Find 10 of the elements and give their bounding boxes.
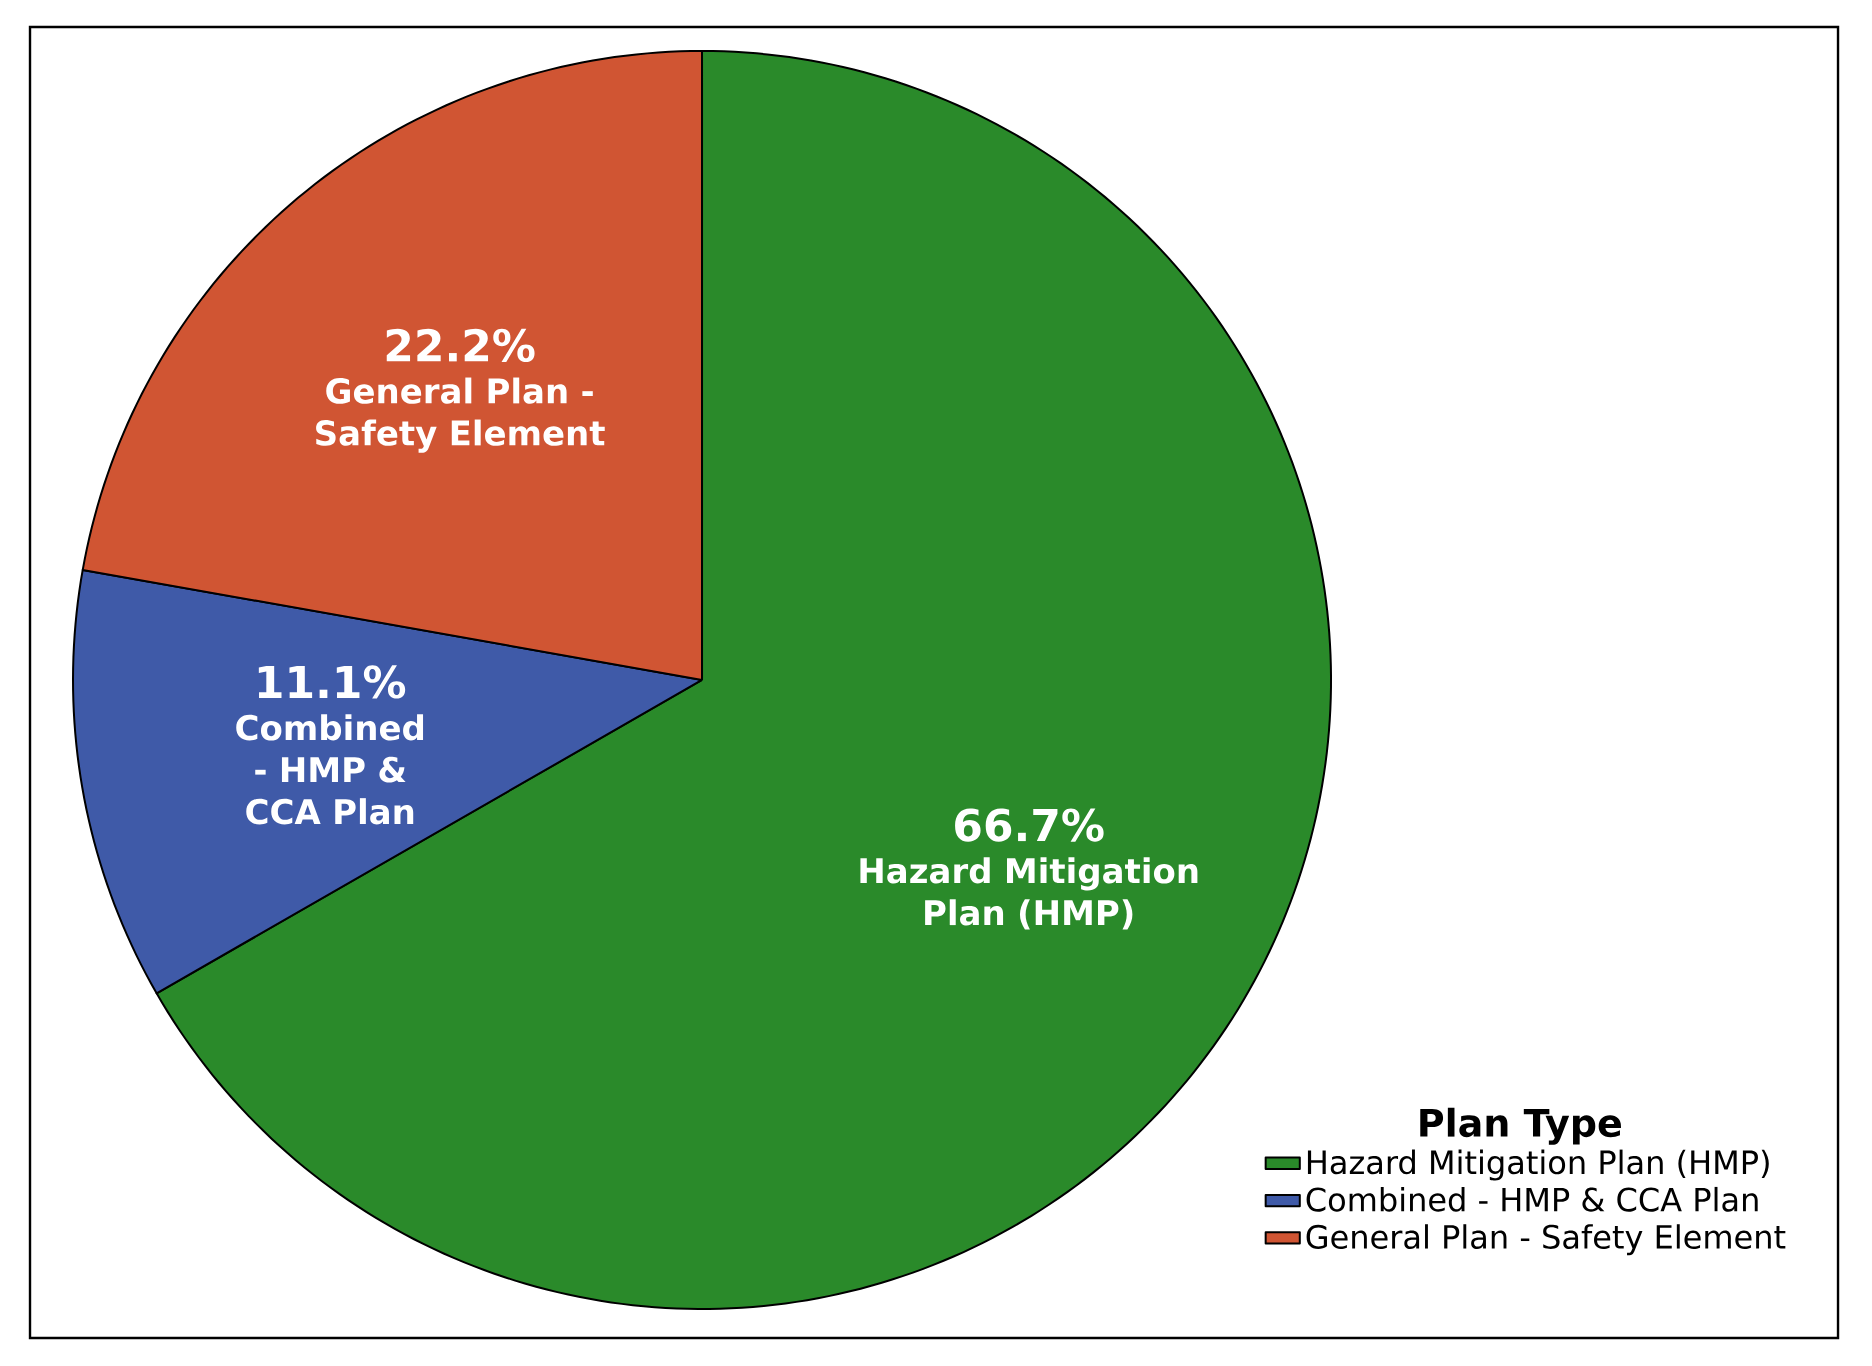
legend-label: Hazard Mitigation Plan (HMP) [1307, 1149, 1769, 1181]
data-label: 22.2% [386, 328, 535, 362]
legend-title: Plan Type [1420, 1107, 1621, 1145]
legend-label: General Plan - Safety Element [1306, 1224, 1786, 1256]
slice-label: Hazard Mitigation Plan (HMP) [860, 857, 1198, 930]
slice-label: Combined - HMP & CCA Plan [236, 714, 424, 825]
legend-label: Combined - HMP & CCA Plan [1306, 1186, 1758, 1212]
slice-label: General Plan - Safety Element [316, 377, 605, 453]
data-label: 11.1% [258, 665, 406, 699]
data-label: 66.7% [955, 808, 1104, 842]
